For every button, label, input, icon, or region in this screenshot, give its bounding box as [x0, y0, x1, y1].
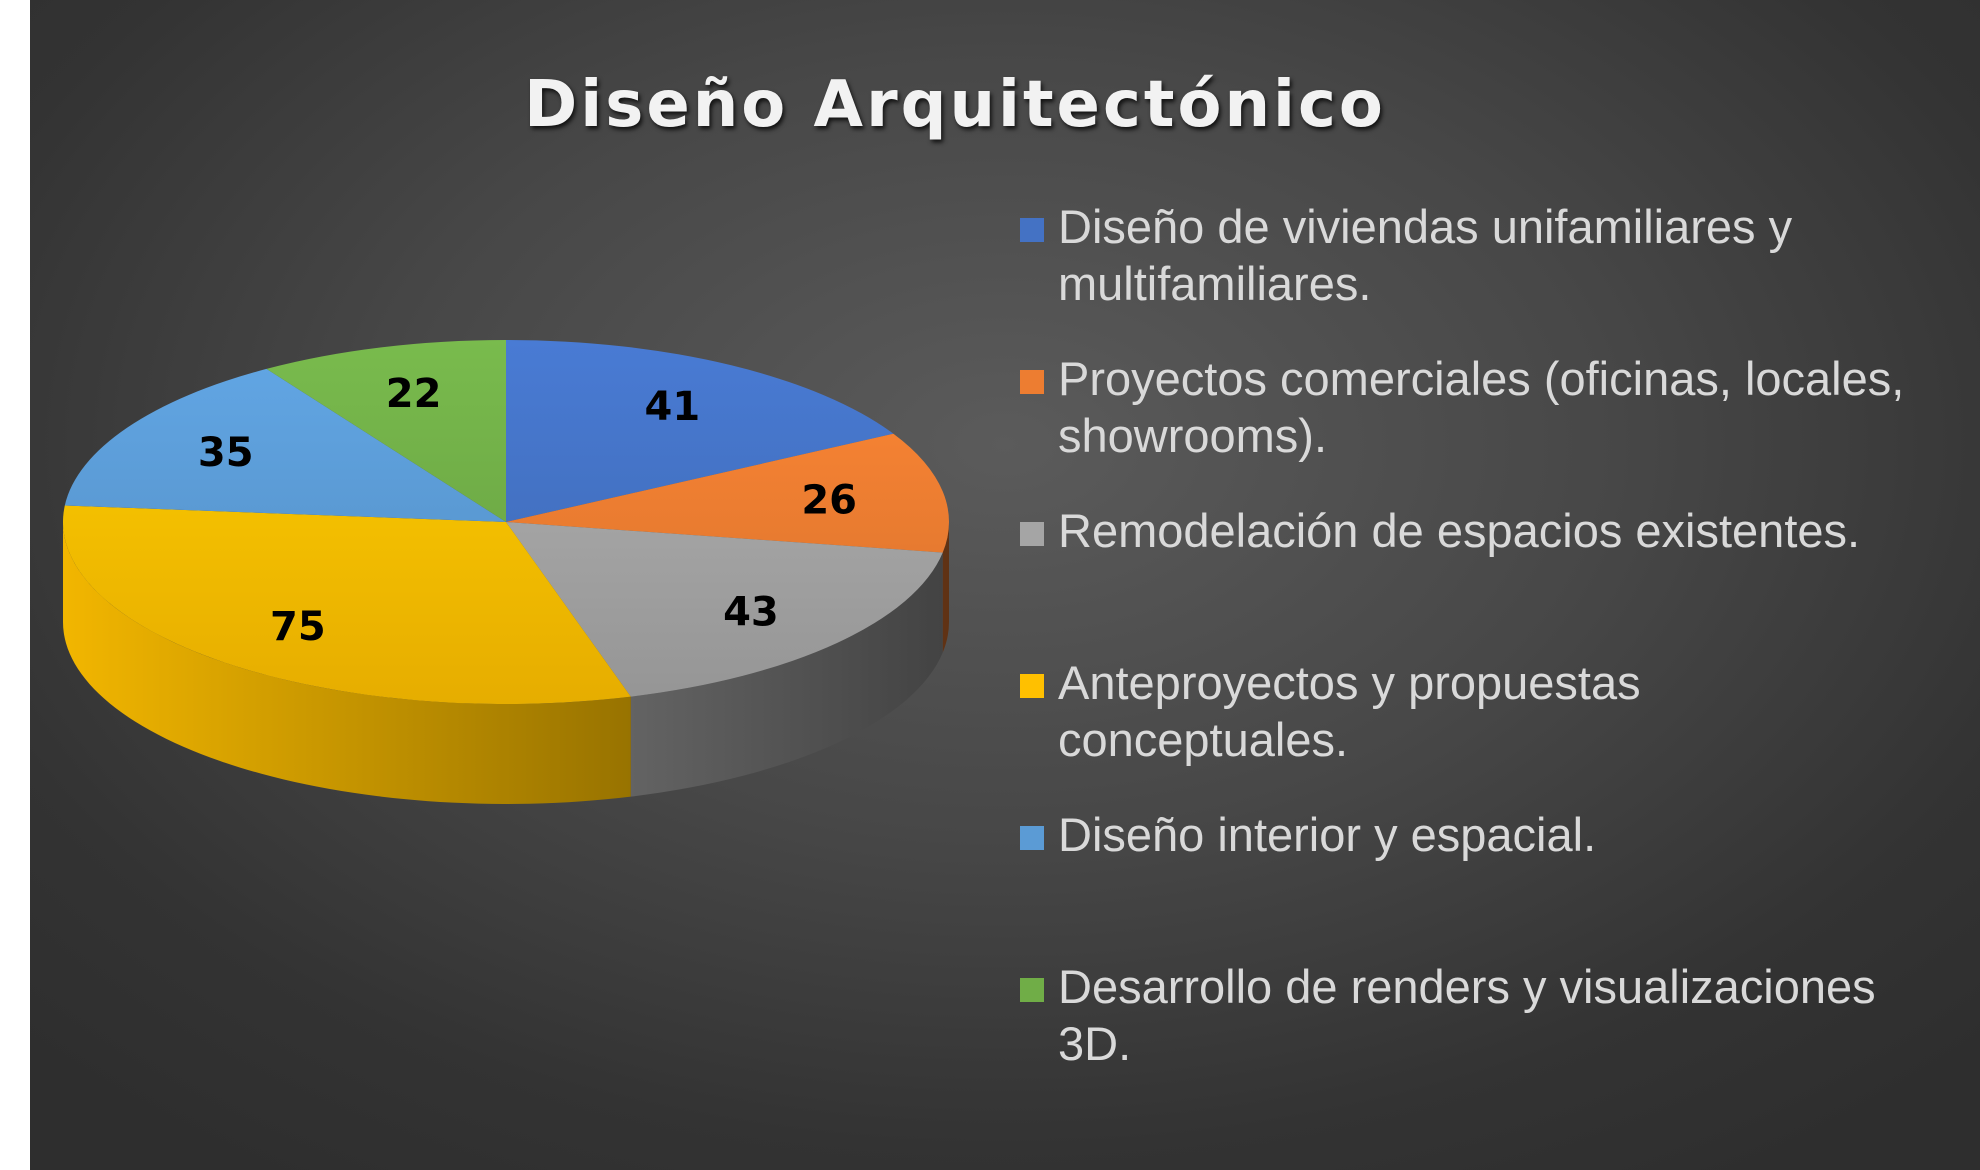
data-label-5: 35 — [198, 430, 254, 476]
legend-label: Remodelación de espacios existentes. — [1058, 504, 1861, 557]
legend-label: Diseño interior y espacial. — [1058, 808, 1597, 861]
data-label-2: 26 — [801, 477, 857, 523]
legend-swatch — [1020, 522, 1044, 546]
pie-slice-side-3 — [630, 552, 943, 797]
pie-slice-side-2 — [942, 522, 949, 653]
data-label-4: 75 — [270, 604, 326, 650]
legend-label: Diseño de viviendas unifamiliares y mult… — [1058, 200, 1793, 310]
data-label-6: 22 — [386, 371, 442, 417]
pie-slice-2 — [506, 433, 949, 553]
pie-slice-6 — [266, 340, 506, 522]
legend-label: Anteproyectos y propuestas conceptuales. — [1058, 656, 1641, 766]
pie-slice-5 — [64, 368, 506, 522]
chart-area: Diseño Arquitectónico 41 26 43 75 35 22 Diseñ… — [30, 0, 1980, 1170]
legend-label: Desarrollo de renders y visualizaciones … — [1058, 960, 1876, 1070]
pie-slice-1 — [506, 340, 894, 522]
legend-swatch — [1020, 218, 1044, 242]
legend-label: Proyectos comerciales (oficinas, locales… — [1058, 352, 1905, 462]
pie-slice-side-4 — [63, 522, 631, 805]
pie-slice-3 — [506, 522, 943, 697]
legend-swatch — [1020, 370, 1044, 394]
data-label-3: 43 — [723, 590, 779, 636]
pie-slice-4 — [63, 505, 631, 704]
data-label-1: 41 — [645, 384, 701, 430]
legend-swatch — [1020, 826, 1044, 850]
chart-title: Diseño Arquitectónico — [524, 68, 1386, 142]
pie-chart: 41 26 43 75 35 22 — [63, 340, 949, 805]
legend-swatch — [1020, 674, 1044, 698]
legend-swatch — [1020, 978, 1044, 1002]
